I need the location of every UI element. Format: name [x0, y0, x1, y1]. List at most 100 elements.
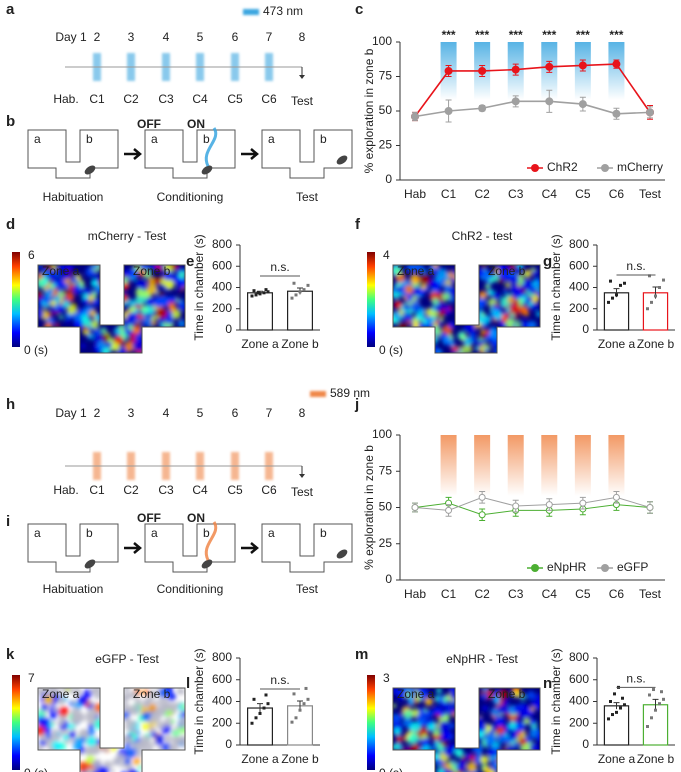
heat-blob	[170, 296, 178, 303]
day-label: 2	[94, 30, 101, 44]
heat-blob	[395, 286, 403, 294]
heat-blob	[420, 283, 427, 290]
data-point	[306, 697, 310, 701]
heatmap: Zone a Zone b	[37, 264, 186, 354]
heat-blob	[523, 718, 530, 725]
x-tick-label: Zone b	[637, 752, 675, 766]
x-tick-label: Test	[639, 187, 662, 201]
data-point	[611, 296, 614, 300]
heat-blob	[53, 706, 59, 713]
heat-blob	[497, 719, 505, 727]
heat-blob	[170, 265, 179, 271]
zone-letter: b	[320, 526, 327, 540]
heat-blob	[488, 747, 497, 756]
heat-blob	[435, 713, 441, 719]
data-point	[250, 294, 254, 298]
heat-blob	[418, 322, 426, 330]
data-point	[615, 710, 618, 714]
heat-blob	[134, 341, 145, 352]
zone-letter: b	[203, 132, 210, 146]
heat-blob	[148, 704, 157, 713]
heat-blob	[480, 755, 489, 765]
heat-blob	[534, 693, 540, 703]
heat-blob	[179, 709, 185, 715]
data-point	[662, 278, 665, 282]
heat-blob	[177, 300, 184, 306]
heat-blob	[129, 299, 137, 307]
data-point	[290, 720, 294, 724]
heat-blob	[413, 265, 424, 273]
data-point	[623, 703, 626, 707]
heat-blob	[432, 728, 441, 737]
heat-blob	[502, 289, 508, 294]
heat-blob	[46, 688, 56, 695]
data-point	[258, 292, 262, 296]
heatmap-blobs	[38, 265, 185, 353]
arrow	[124, 148, 142, 160]
heat-blob	[508, 274, 520, 285]
heat-blob	[115, 753, 126, 763]
heat-blob	[107, 337, 114, 344]
heatmap-title: ChR2 - test	[452, 229, 513, 243]
data-point	[252, 289, 256, 293]
marker	[512, 502, 520, 510]
heat-blob	[492, 758, 498, 763]
heat-blob	[90, 279, 99, 288]
heat-blob	[48, 746, 55, 753]
heat-blob	[432, 706, 442, 716]
heat-blob	[96, 739, 103, 745]
annotation: n.s.	[626, 259, 645, 273]
session-label: Hab.	[53, 92, 78, 106]
data-point	[298, 290, 302, 294]
heat-blob	[146, 735, 152, 740]
y-tick-label: 0	[225, 322, 232, 336]
on-label: ON	[187, 117, 205, 131]
heat-blob	[177, 277, 185, 288]
heat-blob	[505, 307, 511, 313]
heat-blob	[397, 714, 404, 720]
x-tick-label: Zone b	[281, 752, 319, 766]
heat-blob	[480, 339, 486, 345]
heat-blob	[177, 270, 185, 279]
day-label: 8	[299, 406, 306, 420]
heat-blob	[129, 306, 136, 313]
heat-blob	[476, 268, 485, 278]
day-label: 8	[299, 30, 306, 44]
heat-blob	[77, 761, 89, 772]
data-point	[252, 697, 256, 701]
heat-blob	[527, 320, 537, 330]
heat-blob	[476, 716, 483, 723]
marker	[511, 97, 520, 106]
heat-blob	[169, 305, 177, 313]
data-point	[254, 716, 258, 720]
heat-blob	[393, 311, 401, 320]
x-tick-label: Zone a	[241, 337, 279, 351]
legend-marker	[531, 564, 539, 572]
heat-blob	[395, 688, 406, 698]
heat-blob	[512, 689, 522, 698]
heat-blob	[141, 711, 151, 721]
heat-blob	[486, 732, 497, 743]
heat-blob	[450, 277, 456, 284]
heat-blob	[126, 747, 137, 759]
heat-blob	[152, 741, 158, 746]
heat-blob	[146, 739, 152, 745]
heat-blob	[448, 321, 456, 329]
heat-blob	[509, 732, 518, 741]
off-label: OFF	[137, 117, 161, 131]
zone-letter: b	[203, 526, 210, 540]
session-label: C2	[123, 483, 139, 497]
heat-blob	[156, 307, 167, 319]
day-label: 7	[266, 406, 273, 420]
colorbar-min: 0 (s)	[379, 343, 403, 357]
heat-blob	[181, 704, 185, 710]
heat-blob	[532, 281, 540, 290]
heat-blob	[127, 324, 134, 331]
mouse	[84, 165, 96, 175]
legend-marker	[601, 564, 609, 572]
heat-blob	[510, 284, 520, 294]
marker	[578, 100, 587, 109]
maze-outline	[27, 523, 119, 573]
zone-label: Zone b	[133, 687, 171, 701]
